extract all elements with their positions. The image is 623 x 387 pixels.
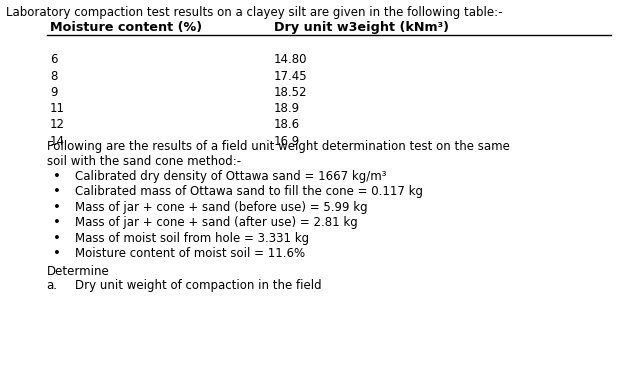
Text: •: • xyxy=(53,247,61,260)
Text: •: • xyxy=(53,185,61,199)
Text: Moisture content (%): Moisture content (%) xyxy=(50,21,202,34)
Text: Dry unit w3eight (kNm³): Dry unit w3eight (kNm³) xyxy=(274,21,449,34)
Text: 11: 11 xyxy=(50,102,65,115)
Text: a.: a. xyxy=(47,279,58,293)
Text: 17.45: 17.45 xyxy=(274,70,308,83)
Text: •: • xyxy=(53,170,61,183)
Text: •: • xyxy=(53,201,61,214)
Text: Determine: Determine xyxy=(47,265,110,278)
Text: Calibrated dry density of Ottawa sand = 1667 kg/m³: Calibrated dry density of Ottawa sand = … xyxy=(75,170,386,183)
Text: Mass of moist soil from hole = 3.331 kg: Mass of moist soil from hole = 3.331 kg xyxy=(75,232,309,245)
Text: 16.9: 16.9 xyxy=(274,135,300,148)
Text: Calibrated mass of Ottawa sand to fill the cone = 0.117 kg: Calibrated mass of Ottawa sand to fill t… xyxy=(75,185,423,199)
Text: 18.52: 18.52 xyxy=(274,86,308,99)
Text: 14.80: 14.80 xyxy=(274,53,308,67)
Text: •: • xyxy=(53,232,61,245)
Text: 9: 9 xyxy=(50,86,57,99)
Text: Following are the results of a field unit weight determination test on the same: Following are the results of a field uni… xyxy=(47,140,510,154)
Text: •: • xyxy=(53,216,61,229)
Text: 12: 12 xyxy=(50,118,65,132)
Text: Mass of jar + cone + sand (after use) = 2.81 kg: Mass of jar + cone + sand (after use) = … xyxy=(75,216,358,229)
Text: Moisture content of moist soil = 11.6%: Moisture content of moist soil = 11.6% xyxy=(75,247,305,260)
Text: 6: 6 xyxy=(50,53,57,67)
Text: Mass of jar + cone + sand (before use) = 5.99 kg: Mass of jar + cone + sand (before use) =… xyxy=(75,201,368,214)
Text: 18.6: 18.6 xyxy=(274,118,300,132)
Text: 18.9: 18.9 xyxy=(274,102,300,115)
Text: Dry unit weight of compaction in the field: Dry unit weight of compaction in the fie… xyxy=(75,279,321,293)
Text: Laboratory compaction test results on a clayey silt are given in the following t: Laboratory compaction test results on a … xyxy=(6,6,503,19)
Text: soil with the sand cone method:-: soil with the sand cone method:- xyxy=(47,155,241,168)
Text: 8: 8 xyxy=(50,70,57,83)
Text: 14: 14 xyxy=(50,135,65,148)
